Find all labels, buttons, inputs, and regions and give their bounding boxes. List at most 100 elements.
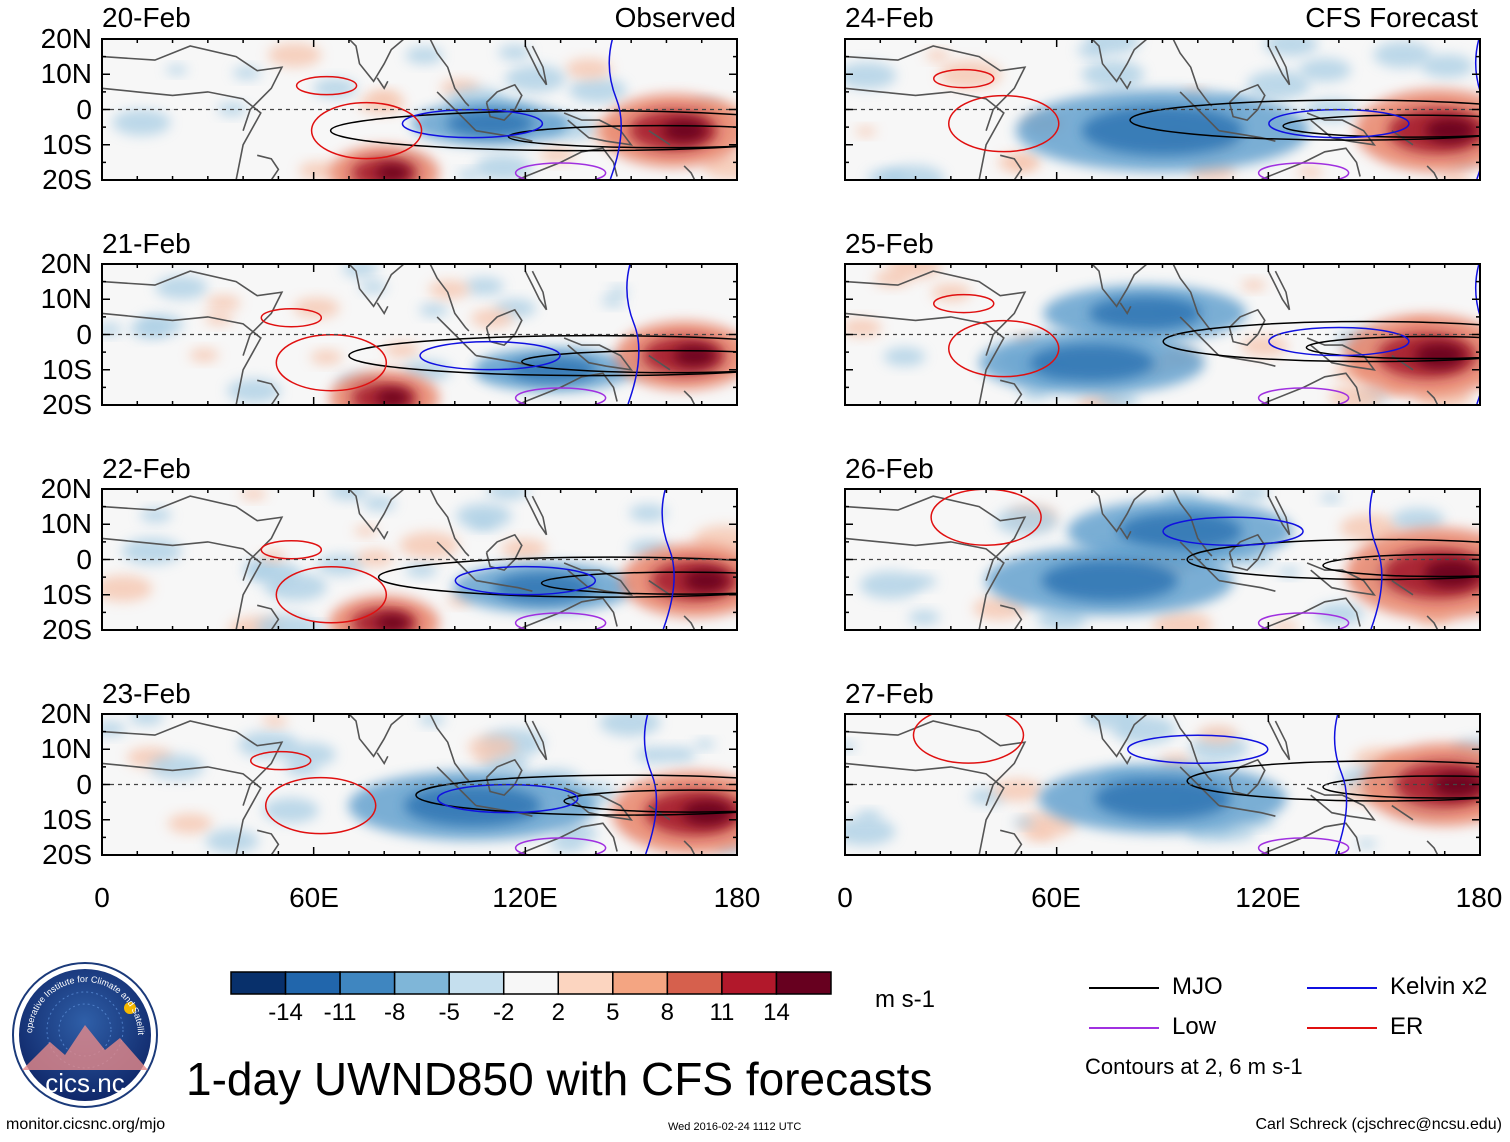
anomaly-blob-easterly (504, 65, 566, 93)
coastline (102, 312, 262, 405)
coastline (102, 495, 284, 581)
y-tick-label: 10N (40, 508, 92, 540)
low-contour (514, 837, 607, 855)
coastline (1228, 758, 1266, 796)
coastline (102, 720, 284, 806)
anomaly-blob-westerly (1329, 384, 1384, 405)
x-tick-60e-left: 60E (289, 882, 339, 913)
y-tick-label: 10N (40, 58, 92, 90)
cics-logo: Cooperative Institute for Climate and Sa… (10, 960, 158, 1108)
anomaly-blob-westerly (267, 42, 322, 68)
footer-url[interactable]: monitor.cicsnc.org/mjo (6, 1116, 166, 1133)
y-tick-label: 10S (42, 578, 92, 610)
x-tick-120e-right: 120E (1235, 882, 1301, 913)
observed-label: Observed (614, 2, 736, 33)
easterly-core (1029, 343, 1155, 382)
coastline (1426, 165, 1439, 180)
kelvin-contour (436, 783, 579, 814)
er-contour (310, 101, 423, 160)
kelvin-contour-vertical (643, 714, 658, 855)
coastline (683, 840, 696, 855)
low-contour (1257, 612, 1350, 630)
x-tick-60e-right: 60E (1031, 882, 1081, 913)
coastline (475, 579, 533, 592)
mjo-contour (348, 334, 737, 377)
y-tick-label: 20S (42, 614, 92, 645)
coastline (436, 316, 477, 357)
kelvin-contour-vertical (661, 489, 675, 630)
anomaly-blob-easterly (227, 378, 281, 403)
mjo-contour (1162, 320, 1480, 363)
anomaly-blob-easterly (1298, 58, 1352, 82)
panel-title-21-feb: 21-Feb (102, 228, 191, 259)
coastline (683, 390, 696, 405)
coastline (845, 720, 1027, 806)
mjo-contour-inner (1322, 775, 1480, 799)
mjo-contour-inner (563, 789, 737, 813)
er-contour (275, 333, 388, 392)
anomaly-blob-easterly (405, 46, 444, 64)
kelvin-contour-vertical (1474, 264, 1480, 405)
panel-title-23-feb: 23-Feb (102, 678, 191, 709)
map-panels (101, 38, 1481, 856)
coastline (1000, 379, 1023, 405)
legend-label-low: Low (1172, 1013, 1217, 1040)
anomaly-blob-easterly (995, 507, 1058, 536)
colorbar-swatch (284, 971, 341, 995)
x-tick-0-right: 0 (837, 882, 853, 913)
coastline (563, 112, 634, 146)
anomaly-blob-easterly (307, 621, 329, 630)
anomaly-blob-easterly (881, 165, 945, 180)
colorbar-swatch (448, 971, 505, 995)
anomaly-blob-easterly (629, 504, 668, 522)
anomaly-blob-westerly (1197, 725, 1238, 744)
anomaly-blob-easterly (1082, 714, 1141, 729)
y-tick-label: 10S (42, 803, 92, 835)
kelvin-contour (1127, 734, 1269, 764)
coastline (1306, 562, 1376, 596)
coastline (1119, 527, 1132, 540)
colorbar-swatch (612, 971, 669, 995)
y-tick-label: 20N (40, 23, 92, 54)
anomaly-blob-westerly (925, 49, 950, 62)
panel-25-feb (844, 263, 1481, 406)
coastline (376, 527, 389, 540)
coastline (1306, 787, 1376, 821)
panel-title-24-feb: 24-Feb (845, 2, 934, 33)
coastline (845, 312, 1005, 405)
low-contour (1257, 387, 1350, 405)
coastline (102, 537, 262, 630)
coastline (524, 45, 548, 86)
coastline (1228, 533, 1266, 571)
coastline (102, 45, 284, 131)
y-tick-label: 20S (42, 839, 92, 870)
coastline (1218, 804, 1276, 817)
coastline (429, 714, 470, 782)
colorbar-label: -11 (323, 999, 357, 1026)
x-tick-180-right: 180 (1455, 882, 1503, 913)
panel-title-27-feb: 27-Feb (845, 678, 934, 709)
panel-21-feb (101, 263, 738, 406)
coastline (485, 533, 523, 571)
legend-label-mjo: MJO (1172, 973, 1223, 1000)
coastline (436, 541, 477, 582)
anomaly-blob-easterly (601, 295, 626, 307)
anomaly-blob-easterly (1081, 60, 1145, 89)
y-tick-label: 20N (40, 698, 92, 729)
anomaly-blob-easterly (635, 746, 672, 763)
x-tick-120e-left: 120E (492, 882, 558, 913)
anomaly-blob-westerly (205, 295, 241, 311)
coastline (257, 829, 280, 855)
coastline (257, 604, 280, 630)
er-contour (275, 566, 388, 624)
er-contour (295, 75, 358, 96)
coastline (1267, 45, 1291, 86)
anomaly-blob-easterly (1277, 567, 1301, 578)
coastline (1172, 489, 1213, 557)
coastline (102, 762, 262, 855)
panel-24-feb (844, 38, 1481, 181)
anomaly-blob-westerly (992, 778, 1044, 802)
anomaly-blob-westerly (102, 575, 153, 602)
coastline (845, 495, 1027, 581)
anomaly-blob-easterly (498, 45, 532, 60)
